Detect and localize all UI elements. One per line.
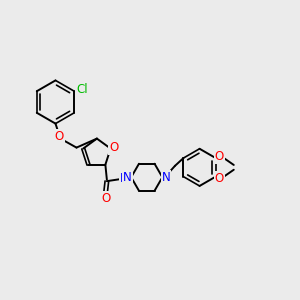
Text: O: O xyxy=(55,130,64,143)
Text: Cl: Cl xyxy=(77,83,88,96)
Text: O: O xyxy=(214,172,224,184)
Text: N: N xyxy=(120,172,129,185)
Text: N: N xyxy=(162,171,170,184)
Text: O: O xyxy=(101,192,110,205)
Text: O: O xyxy=(109,141,118,154)
Text: O: O xyxy=(214,150,224,163)
Text: N: N xyxy=(123,171,132,184)
